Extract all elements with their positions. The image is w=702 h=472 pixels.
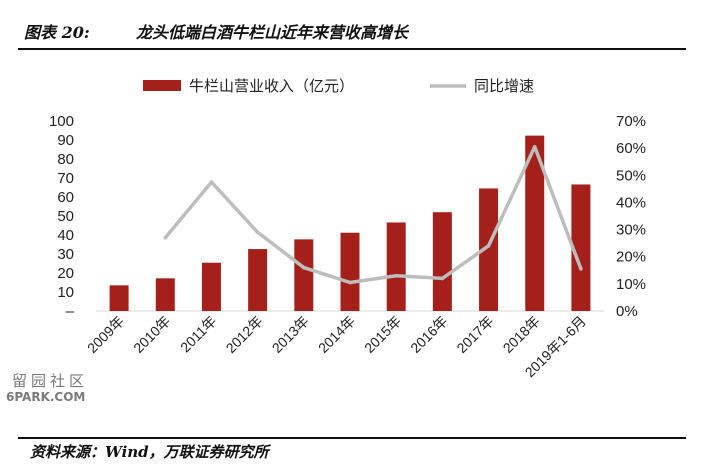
bar-2011年 (201, 262, 221, 311)
bar-2013年 (294, 239, 314, 311)
figure-number: 图表 20: (24, 23, 90, 42)
left-axis-tick-label: 90 (57, 132, 74, 149)
bar-2010年 (155, 278, 175, 311)
watermark: 留园社区 6PARK.COM (4, 370, 100, 410)
legend-label-revenue: 牛栏山营业收入（亿元） (189, 77, 354, 95)
growth-point-2017年 (486, 244, 491, 248)
bar-2009年 (109, 285, 129, 311)
left-axis-tick-label: 60 (57, 189, 74, 206)
footer-rule (18, 437, 686, 439)
right-axis-tick-label: 50% (616, 167, 646, 184)
bar-2017年 (479, 188, 499, 311)
header-rule (18, 48, 686, 50)
growth-point-2019年1-6月 (579, 267, 583, 271)
left-axis-tick-label: 70 (57, 170, 74, 187)
right-axis-tick-label: 70% (616, 113, 646, 130)
right-axis-tick-label: 30% (616, 222, 646, 239)
growth-point-2011年 (209, 180, 214, 184)
watermark-url: 6PARK.COM (6, 390, 86, 404)
bar-2016年 (432, 212, 452, 311)
figure-title: 龙头低端白酒牛栏山近年来营收高增长 (136, 23, 409, 42)
x-tick-label: 2012年 (223, 313, 266, 356)
left-axis-tick-label: – (66, 303, 75, 320)
right-axis: 0% 10% 20% 30% 40% 50% 60% 70% (616, 113, 646, 320)
bar-series (109, 135, 591, 311)
left-axis-tick-label: 20 (57, 265, 74, 282)
x-tick-label: 2017年 (453, 313, 496, 356)
bar-2018年 (525, 135, 545, 311)
growth-point-2018年 (532, 144, 537, 149)
x-axis-labels: 2009年 2010年 2011年 2012年 2013年 2014年 2015年 2016年… (84, 313, 589, 380)
left-axis: – 10 20 30 40 50 60 70 80 90 100 (49, 113, 75, 320)
growth-point-2012年 (255, 230, 260, 235)
x-tick-label: 2015年 (361, 313, 404, 356)
bar-2014年 (340, 232, 360, 311)
left-axis-tick-label: 40 (57, 227, 74, 244)
left-axis-tick-label: 80 (57, 151, 74, 168)
bar-2012年 (248, 249, 268, 311)
x-tick-label: 2013年 (269, 313, 312, 356)
bar-2019年1-6月 (571, 184, 591, 311)
x-tick-label: 2009年 (84, 313, 127, 356)
x-tick-label: 2011年 (177, 313, 220, 356)
legend-label-growth: 同比增速 (474, 77, 534, 95)
growth-rate-line (163, 145, 583, 285)
growth-point-2013年 (302, 265, 306, 270)
left-axis-tick-label: 30 (57, 246, 74, 263)
right-axis-tick-label: 40% (616, 194, 646, 211)
left-axis-tick-label: 10 (57, 284, 74, 301)
right-axis-tick-label: 20% (616, 249, 646, 266)
line-series (163, 144, 583, 285)
legend: 牛栏山营业收入（亿元） 同比增速 (143, 77, 534, 95)
watermark-text: 留园社区 (12, 372, 89, 390)
right-axis-tick-label: 60% (616, 140, 646, 157)
x-tick-label: 2016年 (407, 313, 450, 356)
right-axis-tick-label: 0% (616, 303, 638, 320)
growth-point-2010年 (163, 235, 168, 240)
legend-swatch-revenue (143, 80, 181, 91)
left-axis-tick-label: 100 (49, 113, 74, 130)
growth-point-2014年 (348, 280, 352, 285)
x-tick-label: 2018年 (500, 313, 543, 356)
x-tick-label: 2014年 (315, 313, 358, 356)
growth-point-2015年 (394, 273, 398, 278)
x-tick-label: 2010年 (130, 313, 173, 356)
growth-point-2016年 (440, 276, 445, 281)
right-axis-tick-label: 10% (616, 276, 646, 293)
bar-2015年 (386, 222, 406, 311)
left-axis-tick-label: 50 (57, 208, 74, 225)
figure-header: 图表 20: 龙头低端白酒牛栏山近年来营收高增长 (18, 22, 686, 44)
source-note: 资料来源：Wind，万联证券研究所 (30, 443, 269, 461)
